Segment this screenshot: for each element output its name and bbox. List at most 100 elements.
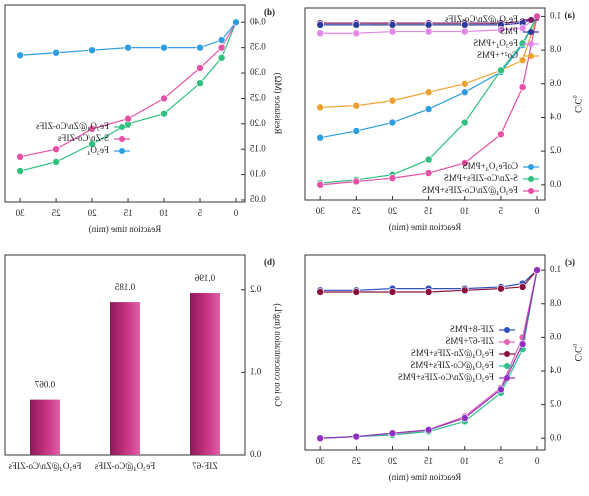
legend-label: PMS (500, 26, 518, 36)
x-tick-label: 5 (498, 206, 503, 216)
value-label: 0.185 (114, 282, 135, 292)
x-tick-label: 30 (315, 206, 325, 216)
data-point (518, 340, 527, 348)
bar (30, 399, 60, 455)
legend-marker (528, 164, 534, 170)
data-point (196, 64, 204, 72)
data-point (160, 94, 168, 103)
x-tick-label: 20 (387, 206, 397, 216)
x-tick-label: 0 (534, 456, 539, 466)
data-point (196, 79, 204, 87)
data-point (460, 79, 469, 88)
data-point (352, 29, 361, 38)
y-tick-label: 0.4 (550, 365, 562, 375)
x-tick-label: 30 (15, 208, 25, 218)
data-point (316, 181, 324, 189)
y-tick-label: 0.6 (550, 78, 562, 88)
data-point (388, 174, 397, 182)
data-point (388, 96, 397, 105)
legend-marker (504, 351, 510, 357)
y-tick-label: 0.10 (250, 169, 266, 179)
legend-label: CoFe₂O₄+PMS (463, 161, 518, 171)
series-line (320, 16, 538, 139)
legend-label: Fe₃O₄@Zn-ZIFs+PMS (411, 348, 494, 358)
data-point (388, 27, 397, 36)
data-point (460, 118, 469, 127)
data-point (424, 88, 433, 97)
legend-marker (528, 29, 534, 35)
y-tick-label: 0.0 (250, 449, 262, 459)
series-line (320, 16, 538, 108)
data-point (497, 26, 505, 34)
data-point (88, 140, 96, 148)
data-point (52, 48, 60, 57)
legend-marker (504, 363, 510, 369)
legend-label: ZIF-8+PMS (450, 324, 494, 334)
legend-label: Fe₃O₄@Zn/Co-ZIFs (444, 14, 518, 24)
data-point (352, 21, 361, 29)
y-tick-label: 0.35 (250, 42, 266, 52)
y-tick-label: 0.6 (550, 331, 562, 341)
y-tick-label: 0.15 (250, 143, 266, 153)
series-line (19, 22, 237, 172)
data-point (424, 169, 433, 177)
legend-marker (119, 136, 125, 142)
series-line (320, 270, 538, 439)
data-point (160, 109, 168, 118)
y-tick-label: 0.0 (550, 432, 562, 442)
data-point (316, 29, 324, 38)
legend-label: ZIF-67+PMS (445, 336, 494, 346)
x-axis-title: Reaction time (min) (89, 224, 161, 234)
data-point (217, 54, 226, 62)
x-tick-label: 15 (123, 208, 133, 218)
legend-label: Fe₃O₄@Zn/Co-ZIFs+PMS (398, 372, 494, 382)
data-point (460, 286, 469, 295)
series-line (19, 21, 237, 158)
y-tick-label: 1.0 (550, 10, 562, 20)
data-point (316, 21, 324, 29)
data-point (316, 288, 324, 296)
x-tick-label: 15 (424, 456, 434, 466)
x-tick-label: Fe₃O₄@Co-ZIFs (94, 461, 155, 471)
data-point (352, 288, 361, 296)
legend-label: Fe₃O₄@Zn/Co-ZIFs+PMS (422, 185, 518, 195)
plot-frame (304, 254, 546, 451)
data-point (388, 429, 397, 437)
data-point (460, 159, 469, 167)
data-point (497, 66, 505, 75)
data-point (52, 145, 60, 153)
bar (190, 293, 220, 455)
data-point (352, 127, 361, 135)
y-tick-label: 1.0 (550, 264, 562, 274)
data-point (388, 288, 397, 296)
y-tick-label: 0.8 (550, 298, 562, 308)
data-point (316, 434, 324, 443)
data-point (518, 39, 527, 48)
data-point (88, 46, 96, 54)
legend-marker (528, 41, 534, 47)
data-point (16, 51, 24, 60)
y-tick-label: 0.05 (250, 194, 266, 204)
y-tick-label: 0.30 (250, 67, 266, 77)
x-tick-label: 30 (315, 456, 325, 466)
data-point (424, 288, 433, 296)
y-tick-label: 0.4 (550, 112, 562, 122)
data-point (352, 101, 361, 110)
legend-label: Fe₃O₄@Co-ZIFs+PMS (410, 360, 494, 370)
data-point (16, 153, 24, 161)
y-axis-title: Resistance (MΩ) (273, 73, 283, 134)
data-point (88, 125, 96, 133)
y-tick-label: 0.40 (250, 16, 266, 26)
bar (110, 302, 140, 455)
x-axis-title: Reaction time (min) (389, 222, 461, 232)
data-point (460, 27, 469, 36)
legend-marker (119, 148, 125, 154)
data-point (518, 283, 527, 291)
data-point (124, 114, 132, 123)
data-point (232, 18, 240, 27)
x-tick-label: 25 (351, 206, 361, 216)
panel-label: (b) (264, 257, 275, 267)
legend-marker (504, 375, 510, 381)
